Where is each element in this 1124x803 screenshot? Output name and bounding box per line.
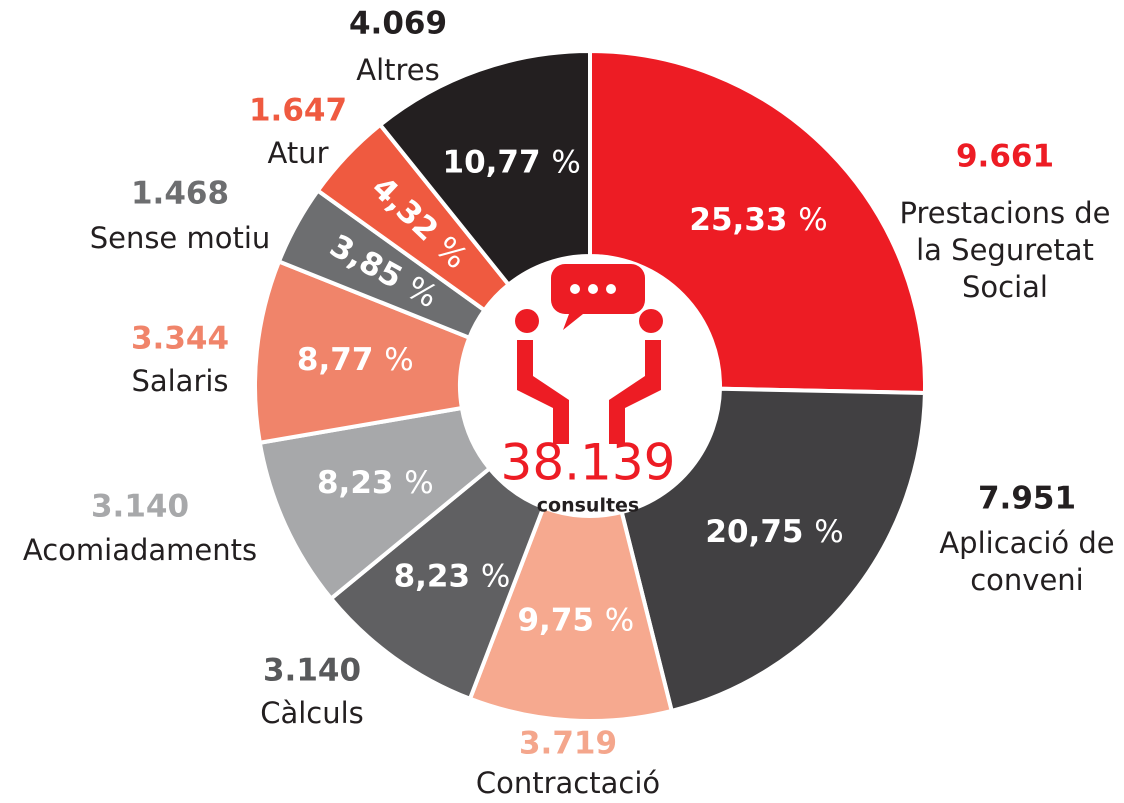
category-label: Salaris <box>131 364 228 398</box>
segment <box>588 48 927 395</box>
category-label: Acomiadaments <box>23 533 257 567</box>
category-label: Altres <box>356 53 440 87</box>
segment <box>467 504 675 723</box>
segment <box>619 386 927 714</box>
value-label: 8,23 % <box>394 558 511 594</box>
category-label: Prestacions de la Seguretat Social <box>899 196 1110 304</box>
value-label: 10,77 % <box>443 144 581 180</box>
value-label: 20,75 % <box>705 514 843 550</box>
value-label: 9,75 % <box>517 602 634 638</box>
count-label: 3.719 <box>519 726 617 762</box>
value-label: 8,23 % <box>317 465 434 501</box>
count-label: 1.647 <box>249 93 347 129</box>
category-label: Atur <box>267 136 328 170</box>
icon <box>515 264 663 444</box>
value-label: 8,77 % <box>297 342 414 378</box>
category-label: Aplicació de conveni <box>939 526 1114 597</box>
segments <box>253 48 927 723</box>
category-label: Contractació <box>476 766 660 799</box>
category-label: Càlculs <box>260 696 364 730</box>
total-caption: consultes <box>537 495 639 517</box>
count-label: 3.140 <box>263 653 361 689</box>
count-label: 3.344 <box>131 321 229 357</box>
count-label: 4.069 <box>349 6 447 42</box>
count-label: 7.951 <box>978 481 1076 517</box>
category-label: Sense motiu <box>90 221 271 255</box>
segment <box>253 258 472 446</box>
total: 38.139 <box>501 434 676 492</box>
value-label: 25,33 % <box>689 201 827 237</box>
segment <box>377 48 592 288</box>
count-label: 3.140 <box>91 489 189 525</box>
count-label: 1.468 <box>131 176 229 212</box>
count-label: 9.661 <box>956 139 1054 175</box>
